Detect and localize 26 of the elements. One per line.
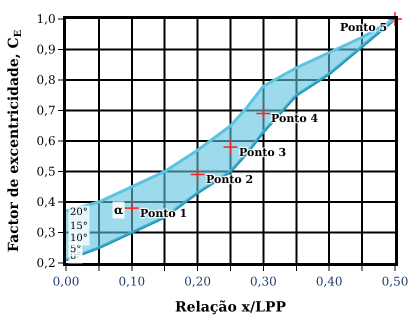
point: [222, 139, 238, 155]
y-tick-label: 0,7: [36, 104, 56, 118]
y-tick-label: 0,2: [36, 256, 56, 270]
y-tick-label: 0,4: [36, 195, 56, 210]
x-tick-label: 0,10: [118, 274, 146, 288]
annotation: Ponto 1: [140, 207, 188, 220]
point: [256, 106, 272, 122]
point: [124, 200, 140, 216]
y-tick-label: 0,5: [36, 164, 56, 179]
y-tick-label: 0,6: [36, 134, 56, 148]
x-axis-title: Relação x/LPP: [174, 300, 287, 316]
x-tick-label: 0,30: [250, 274, 277, 288]
x-tick-label: 0,00: [52, 274, 80, 288]
x-tick-label: 0,50: [382, 274, 408, 288]
annotation: 15°: [70, 221, 88, 232]
point: [190, 166, 206, 182]
annotation: 20°: [70, 207, 88, 218]
y-tick-label: 1,0: [36, 12, 56, 26]
y-tick-label: 0,9: [36, 42, 56, 57]
annotation: 0°: [70, 251, 82, 262]
annotation: 10°: [70, 233, 88, 244]
x-tick-label: 0,20: [184, 274, 211, 288]
x-tick-label: 0,40: [316, 274, 343, 288]
y-tick-label: 0,3: [36, 226, 56, 240]
annotation: α: [114, 203, 124, 217]
y-tick-label: 0,8: [36, 73, 56, 88]
